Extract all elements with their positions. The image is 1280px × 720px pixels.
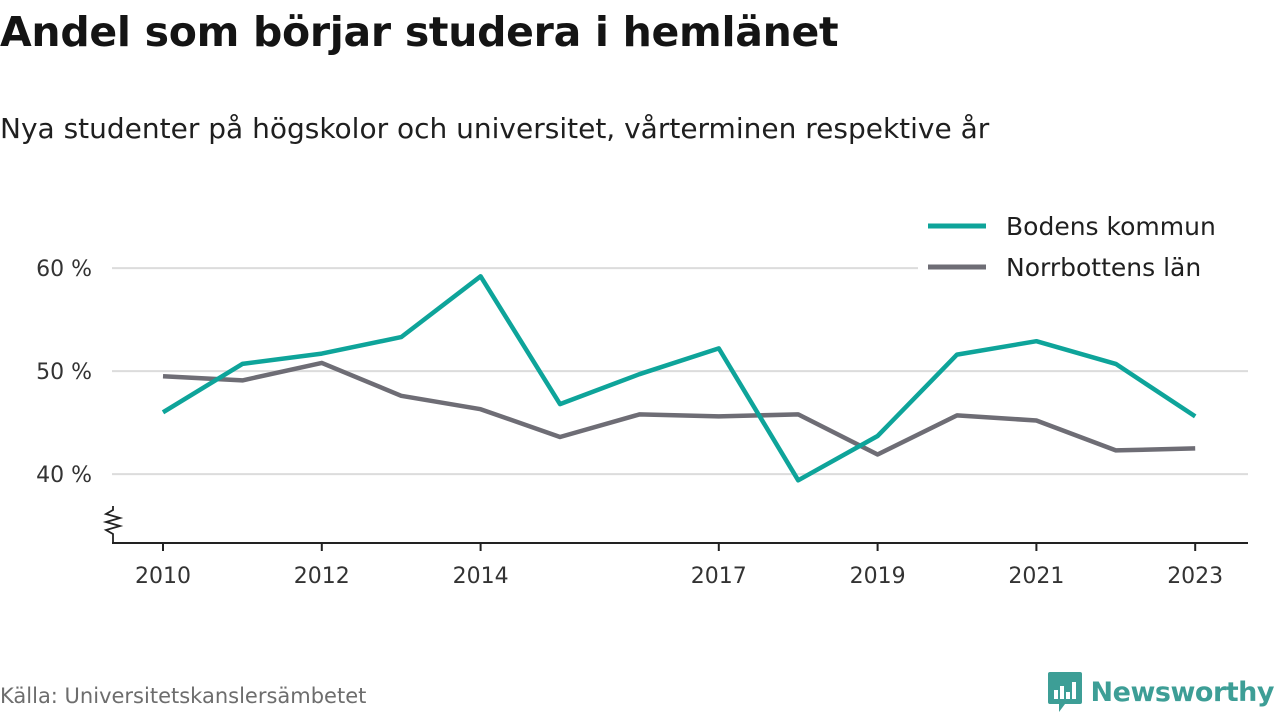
legend-background (918, 203, 1248, 295)
brand-logo[interactable]: Newsworthy (1047, 670, 1275, 714)
x-tick-label: 2012 (294, 564, 350, 589)
x-tick-label: 2014 (453, 564, 509, 589)
x-tick-label: 2021 (1008, 564, 1064, 589)
newsworthy-logo-icon (1047, 672, 1082, 712)
axes: 40 % 50 % 60 % 2010 2012 2014 2017 2019 2021 2023 (36, 257, 1248, 589)
legend-label: Norrbottens län (1006, 253, 1201, 282)
y-tick-label: 40 % (36, 463, 92, 488)
x-tick-label: 2010 (135, 564, 191, 589)
chart-subtitle: Nya studenter på högskolor och universit… (0, 112, 990, 145)
series-line (161, 274, 1197, 483)
legend-label: Bodens kommun (1006, 212, 1216, 241)
y-axis-break (102, 506, 124, 543)
chart-title: Andel som börjar studera i hemlänet (0, 8, 839, 56)
x-tick-label: 2017 (691, 564, 747, 589)
line-chart: 40 % 50 % 60 % 2010 2012 2014 2017 2019 2021 2023… (36, 203, 1248, 589)
legend: Bodens kommun Norrbottens län (918, 203, 1248, 295)
x-tick-label: 2023 (1167, 564, 1223, 589)
series-lines (161, 274, 1197, 483)
series-line (162, 360, 1196, 457)
source-note: Källa: Universitetskanslersämbetet (0, 684, 367, 708)
x-tick-label: 2019 (850, 564, 906, 589)
y-tick-label: 60 % (36, 257, 92, 282)
y-tick-label: 50 % (36, 360, 92, 385)
brand-name: Newsworthy (1090, 676, 1275, 708)
